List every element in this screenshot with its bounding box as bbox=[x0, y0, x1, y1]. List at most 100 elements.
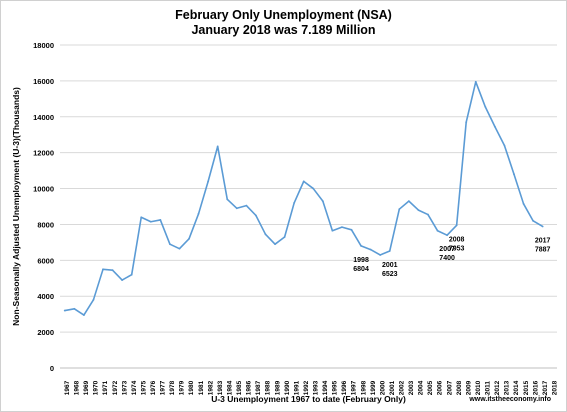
data-point bbox=[493, 125, 496, 128]
data-point bbox=[216, 145, 219, 148]
x-tick-label: 2003 bbox=[408, 380, 415, 395]
data-point bbox=[245, 204, 248, 207]
data-point bbox=[188, 237, 190, 240]
data-point bbox=[388, 250, 391, 252]
x-tick-label: 2002 bbox=[399, 380, 406, 395]
x-tick-label: 1985 bbox=[236, 380, 243, 395]
data-point bbox=[169, 243, 171, 246]
x-tick-label: 1991 bbox=[293, 380, 300, 395]
y-tick-label: 4000 bbox=[37, 292, 54, 301]
x-tick-label: 1979 bbox=[179, 380, 186, 395]
x-tick-label: 1973 bbox=[121, 380, 128, 395]
annotation-year: 1998 bbox=[353, 257, 369, 264]
data-point bbox=[446, 234, 448, 237]
x-tick-label: 1995 bbox=[332, 380, 339, 395]
x-tick-label: 1967 bbox=[64, 380, 71, 395]
y-axis-title: Non-Seasonally Adjusted Unemployment (U-… bbox=[11, 87, 21, 326]
x-tick-label: 2009 bbox=[465, 380, 472, 395]
y-tick-label: 12000 bbox=[33, 149, 54, 158]
data-point bbox=[73, 307, 76, 310]
data-point bbox=[255, 214, 257, 217]
x-tick-label: 2005 bbox=[427, 380, 434, 395]
data-point bbox=[264, 233, 267, 236]
x-tick-label: 2011 bbox=[485, 381, 492, 395]
x-tick-label: 2012 bbox=[494, 380, 501, 395]
x-tick-label: 1986 bbox=[246, 380, 253, 395]
y-tick-label: 2000 bbox=[37, 328, 54, 337]
data-point bbox=[321, 200, 324, 203]
x-tick-label: 1968 bbox=[74, 380, 81, 395]
x-tick-label: 1996 bbox=[341, 380, 348, 395]
y-tick-label: 8000 bbox=[37, 220, 54, 229]
data-point bbox=[484, 106, 487, 108]
annotation-year: 2017 bbox=[535, 237, 551, 244]
x-tick-label: 2015 bbox=[523, 380, 530, 395]
chart-title: February Only Unemployment (NSA) bbox=[175, 8, 392, 22]
x-tick-label: 1971 bbox=[102, 380, 109, 395]
x-tick-label: 2004 bbox=[418, 380, 425, 395]
data-point bbox=[417, 209, 420, 211]
x-tick-label: 1970 bbox=[93, 380, 100, 395]
data-point bbox=[436, 229, 439, 232]
data-point bbox=[360, 245, 362, 247]
x-tick-label: 1981 bbox=[198, 380, 205, 395]
x-axis-title: U-3 Unemployment 1967 to date (February … bbox=[211, 394, 406, 404]
x-tick-label: 1974 bbox=[131, 380, 138, 395]
y-tick-label: 18000 bbox=[33, 41, 54, 50]
x-tick-label: 2010 bbox=[475, 380, 482, 395]
data-point bbox=[503, 144, 506, 147]
x-tick-label: 1976 bbox=[150, 380, 157, 395]
data-point bbox=[159, 219, 162, 221]
x-tick-label: 1978 bbox=[169, 380, 176, 395]
data-point bbox=[178, 247, 181, 250]
data-point bbox=[283, 236, 286, 238]
data-point bbox=[235, 207, 238, 210]
annotation-value: 7400 bbox=[439, 255, 455, 262]
data-point bbox=[121, 279, 124, 281]
x-tick-label: 1984 bbox=[226, 380, 233, 395]
x-tick-label: 2000 bbox=[379, 380, 386, 395]
data-annotations: 1998 6804 2001 6523 2007 7400 2008 7953 2017 7887 bbox=[353, 236, 550, 278]
y-tick-label: 10000 bbox=[33, 185, 54, 194]
x-tick-label: 1983 bbox=[217, 380, 224, 395]
data-point bbox=[207, 180, 210, 183]
data-point bbox=[140, 216, 143, 219]
data-point bbox=[102, 268, 104, 271]
data-point bbox=[455, 224, 458, 227]
annotation-value: 7887 bbox=[535, 246, 551, 253]
data-point bbox=[474, 80, 477, 83]
data-point bbox=[427, 213, 429, 216]
data-point bbox=[465, 121, 468, 124]
x-tick-label: 1998 bbox=[360, 380, 367, 395]
data-point bbox=[302, 180, 305, 183]
x-tick-label: 1969 bbox=[83, 380, 90, 395]
data-point bbox=[532, 219, 535, 222]
data-point bbox=[226, 198, 229, 201]
data-point bbox=[274, 243, 276, 246]
annotation-year: 2007 bbox=[439, 246, 455, 253]
data-point bbox=[92, 298, 95, 301]
data-point bbox=[149, 220, 152, 223]
data-point bbox=[63, 309, 66, 312]
x-tick-label: 2001 bbox=[389, 380, 396, 395]
data-point bbox=[293, 202, 296, 204]
x-tick-label: 2018 bbox=[551, 380, 558, 395]
x-tick-label: 1993 bbox=[312, 380, 319, 395]
x-tick-label: 1982 bbox=[207, 380, 214, 395]
source-watermark: www.itstheeconomy.info bbox=[469, 396, 551, 403]
x-tick-label: 1980 bbox=[188, 380, 195, 395]
data-point bbox=[82, 314, 85, 316]
data-point bbox=[369, 248, 372, 251]
annotation-value: 6523 bbox=[382, 271, 398, 278]
x-tick-label: 1972 bbox=[112, 380, 119, 395]
x-tick-label: 1992 bbox=[303, 380, 310, 395]
data-point bbox=[541, 225, 544, 228]
data-point bbox=[312, 187, 315, 190]
series-points bbox=[63, 80, 544, 316]
x-tick-label: 1990 bbox=[284, 380, 291, 395]
y-axis-ticks: 0 2000 4000 6000 8000 10000 12000 14000 16000 180… bbox=[33, 41, 54, 373]
x-tick-label: 1975 bbox=[140, 380, 147, 395]
x-tick-label: 1997 bbox=[351, 380, 358, 395]
